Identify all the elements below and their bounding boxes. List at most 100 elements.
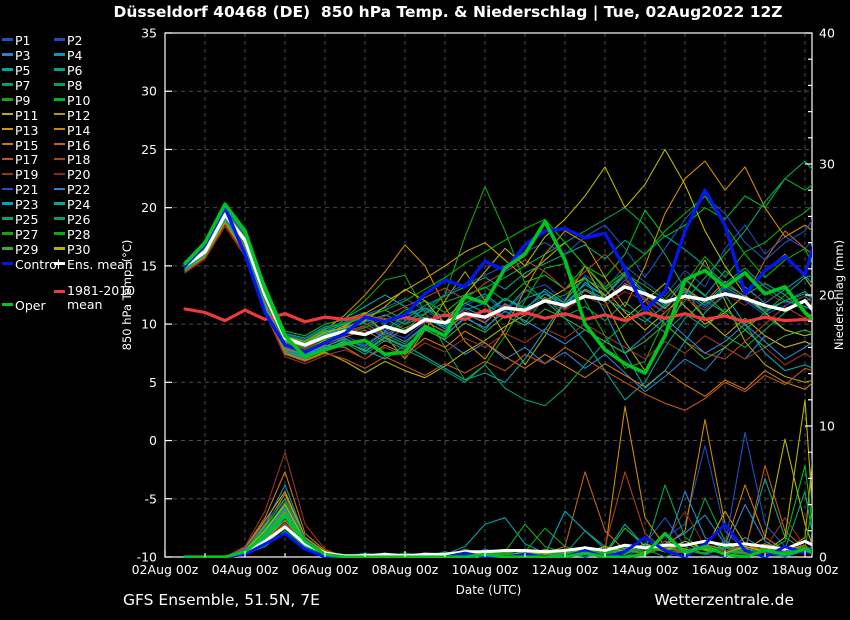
legend-item-p3-label: P3 bbox=[15, 47, 31, 63]
legend-item-p30: P30 bbox=[54, 241, 91, 258]
legend-item-p24: P24 bbox=[54, 196, 91, 213]
member-temp-p3 bbox=[184, 221, 812, 393]
svg-text:25: 25 bbox=[141, 142, 157, 157]
site-credit: Wetterzentrale.de bbox=[654, 591, 794, 609]
legend-item-p12-swatch bbox=[54, 112, 65, 116]
model-caption: GFS Ensemble, 51.5N, 7E bbox=[123, 591, 320, 609]
legend-item-p8-label: P8 bbox=[67, 77, 83, 93]
svg-text:30: 30 bbox=[141, 84, 157, 99]
member-temp-p21 bbox=[184, 195, 812, 340]
legend-item-p23: P23 bbox=[2, 196, 38, 212]
climate-mean-temp-line bbox=[183, 307, 812, 324]
legend-item-p1-swatch bbox=[2, 38, 13, 41]
legend-item-p27: P27 bbox=[2, 226, 39, 243]
svg-text:15: 15 bbox=[141, 258, 157, 273]
legend-item-p17-label: P17 bbox=[15, 152, 39, 168]
legend-item-p21-swatch bbox=[2, 187, 13, 191]
legend-item-p12: P12 bbox=[54, 107, 90, 123]
member-temp-p16 bbox=[184, 217, 812, 354]
svg-text:10: 10 bbox=[819, 419, 835, 434]
legend-item-control-swatch bbox=[2, 262, 13, 265]
legend-item-p18: P18 bbox=[54, 151, 90, 167]
legend-item-p11-swatch bbox=[2, 112, 13, 116]
x-axis-title: Date (UTC) bbox=[456, 583, 522, 597]
legend-item-p4: P4 bbox=[54, 47, 83, 63]
legend-item-p20-swatch bbox=[54, 172, 65, 176]
ensemble-legend: P1 P2 P3 P4 P5 P6 P7 P8 P9 P10 P11 P12 P13 P14 P15 P16 P… bbox=[2, 0, 162, 330]
svg-text:20: 20 bbox=[141, 200, 157, 215]
axis-ticks bbox=[164, 32, 812, 558]
legend-item-p15-label: P15 bbox=[15, 137, 39, 153]
legend-item-p19: P19 bbox=[2, 166, 39, 183]
legend-item-p8-swatch bbox=[54, 82, 65, 86]
svg-text:12Aug 00z: 12Aug 00z bbox=[532, 562, 599, 577]
legend-item-control: Control bbox=[2, 256, 60, 272]
oper-precip-line bbox=[183, 513, 812, 558]
legend-item-p28: P28 bbox=[54, 226, 91, 243]
legend-item-p19-label: P19 bbox=[15, 167, 39, 183]
legend-item-p30-label: P30 bbox=[67, 242, 91, 258]
svg-text:-10: -10 bbox=[137, 550, 157, 565]
svg-text:40: 40 bbox=[819, 26, 835, 41]
legend-item-ens-mean: Ens. mean bbox=[54, 256, 133, 272]
legend-item-p15: P15 bbox=[2, 137, 39, 153]
legend-item-p27-swatch bbox=[2, 232, 13, 235]
svg-text:14Aug 00z: 14Aug 00z bbox=[612, 562, 679, 577]
legend-item-ens-mean-label: Ens. mean bbox=[67, 256, 133, 272]
legend-item-p16-swatch bbox=[54, 142, 65, 146]
legend-item-p11-label: P11 bbox=[15, 107, 39, 123]
legend-item-p7-swatch bbox=[2, 82, 13, 86]
legend-item-p25: P25 bbox=[2, 211, 38, 227]
svg-text:0: 0 bbox=[149, 433, 157, 448]
legend-item-p29-swatch bbox=[2, 247, 13, 250]
legend-item-p10-label: P10 bbox=[67, 92, 91, 108]
legend-item-p9: P9 bbox=[2, 92, 31, 108]
page-title: Düsseldorf 40468 (DE) 850 hPa Temp. & Ni… bbox=[113, 3, 783, 21]
legend-item-climate-mean-label: 1981-2010 mean bbox=[67, 283, 136, 312]
oper-temp-line bbox=[183, 202, 812, 375]
legend-item-p18-swatch bbox=[54, 157, 65, 161]
member-temp-p14 bbox=[184, 160, 812, 360]
legend-item-p17-swatch bbox=[2, 157, 13, 161]
legend-item-p27-label: P27 bbox=[15, 227, 39, 243]
svg-text:35: 35 bbox=[141, 26, 157, 41]
legend-item-p15-swatch bbox=[2, 142, 13, 146]
svg-text:18Aug 00z: 18Aug 00z bbox=[772, 562, 839, 577]
member-temp-p17 bbox=[184, 223, 812, 411]
member-precip-p11 bbox=[184, 438, 812, 558]
legend-item-p10-swatch bbox=[54, 97, 65, 101]
legend-item-p2: P2 bbox=[54, 32, 83, 48]
series-lines bbox=[183, 148, 812, 558]
axis-labels: 35 30 25 20 15 10 5 0 -5 -10 40 30 20 10 0 02Aug 00z 04A… bbox=[120, 26, 846, 598]
legend-item-p16-label: P16 bbox=[67, 137, 91, 153]
legend-item-p22: P22 bbox=[54, 181, 91, 198]
svg-text:-5: -5 bbox=[145, 491, 157, 506]
legend-item-p22-label: P22 bbox=[67, 182, 91, 198]
legend-item-p13-swatch bbox=[2, 127, 13, 131]
svg-text:5: 5 bbox=[149, 375, 157, 390]
ensemble-mean-precip-line bbox=[183, 525, 812, 558]
legend-item-p4-label: P4 bbox=[67, 47, 83, 63]
legend-item-climate-mean-swatch bbox=[54, 290, 65, 293]
member-precip-p2 bbox=[184, 445, 812, 558]
legend-item-p2-label: P2 bbox=[67, 33, 83, 48]
legend-item-p5-label: P5 bbox=[15, 62, 31, 78]
svg-text:20: 20 bbox=[819, 288, 835, 303]
legend-item-p24-label: P24 bbox=[67, 197, 91, 213]
legend-item-p30-swatch bbox=[54, 247, 65, 250]
svg-text:16Aug 00z: 16Aug 00z bbox=[692, 562, 759, 577]
legend-item-p1: P1 bbox=[2, 32, 31, 48]
legend-item-oper: Oper bbox=[2, 297, 46, 313]
svg-text:02Aug 00z: 02Aug 00z bbox=[132, 562, 199, 577]
legend-item-p20-label: P20 bbox=[67, 167, 91, 183]
legend-item-p26-swatch bbox=[54, 217, 65, 220]
legend-item-p9-label: P9 bbox=[15, 92, 31, 108]
legend-item-p28-label: P28 bbox=[67, 227, 91, 243]
svg-text:08Aug 00z: 08Aug 00z bbox=[372, 562, 439, 577]
legend-item-p7: P7 bbox=[2, 77, 31, 93]
legend-item-p26-label: P26 bbox=[67, 212, 91, 228]
legend-item-p2-swatch bbox=[54, 38, 65, 41]
legend-item-p13-label: P13 bbox=[15, 122, 39, 138]
